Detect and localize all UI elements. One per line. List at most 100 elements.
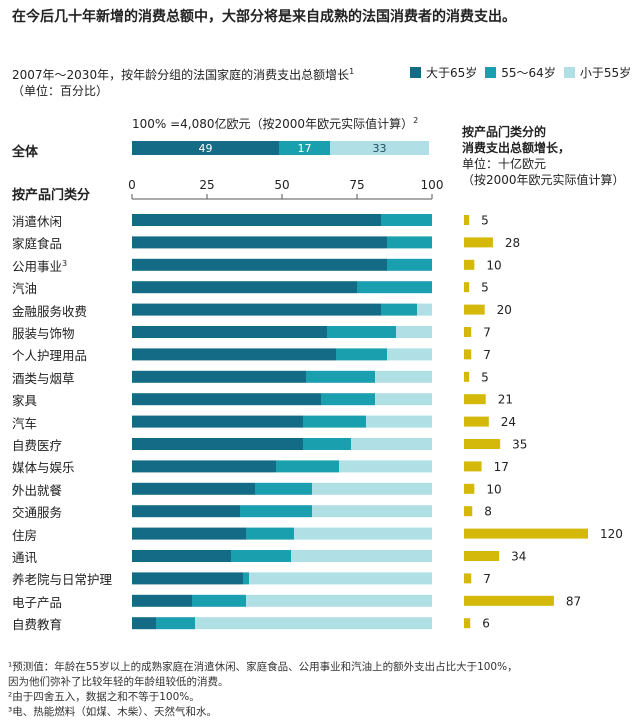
bar-segment xyxy=(132,594,192,607)
category-label: 媒体与娱乐 xyxy=(12,460,75,476)
bar-segment xyxy=(132,572,243,585)
growth-bar xyxy=(464,215,470,225)
growth-value-label: 28 xyxy=(505,236,520,250)
category-header: 按产品门类分 xyxy=(12,188,91,203)
growth-value-label: 34 xyxy=(511,550,526,564)
category-label: 外出就餐 xyxy=(12,482,63,498)
growth-value-label: 5 xyxy=(481,370,489,384)
growth-bar xyxy=(464,237,493,248)
legend-item-55-64: 55～64岁 xyxy=(485,64,556,81)
category-label: 家具 xyxy=(12,393,38,409)
bar-segment xyxy=(132,281,357,294)
growth-value-label: 17 xyxy=(494,460,509,474)
footnote-3: ³电、热能燃料（如煤、木柴）、天然气和水。 xyxy=(8,706,217,718)
growth-bar xyxy=(464,573,472,584)
bar-segment xyxy=(246,527,294,540)
category-label: 汽油 xyxy=(12,281,38,297)
category-label: 酒类与烟草 xyxy=(12,370,75,386)
subtitle-sup: 1 xyxy=(349,67,355,76)
growth-value-label: 6 xyxy=(482,617,490,631)
bar-segment xyxy=(132,258,387,271)
category-label: 消遣休闲 xyxy=(12,214,63,229)
bar-segment xyxy=(312,505,432,518)
category-label: 自费教育 xyxy=(12,617,63,633)
bar-segment xyxy=(387,236,432,249)
subtitle-line1: 2007年～2030年，按年龄分组的法国家庭的消费支出总额增长 xyxy=(12,68,350,82)
bar-segment xyxy=(327,326,396,338)
bar-segment xyxy=(240,505,312,518)
category-label-sup: 3 xyxy=(62,258,68,268)
growth-value-label: 20 xyxy=(497,303,512,317)
total-bar-value-label: 49 xyxy=(199,142,213,155)
total-base-text: 100% =4,080亿欧元（按2000年欧元实际值计算） xyxy=(132,117,414,131)
bar-segment xyxy=(276,460,339,473)
category-label: 交通服务 xyxy=(12,505,63,521)
bar-segment xyxy=(312,482,432,495)
bar-segment xyxy=(375,370,432,383)
legend: 大于65岁 55～64岁 小于55岁 xyxy=(410,64,631,81)
bar-segment xyxy=(366,415,432,428)
bar-segment xyxy=(132,303,381,316)
bar-segment xyxy=(132,326,327,338)
growth-bar xyxy=(464,483,475,494)
growth-value-label: 10 xyxy=(486,482,501,496)
legend-swatch-under55 xyxy=(563,67,575,78)
bar-segment xyxy=(195,617,432,630)
bar-segment xyxy=(336,348,387,361)
bar-segment xyxy=(132,482,255,495)
growth-value-label: 8 xyxy=(484,505,492,519)
bar-segment xyxy=(294,527,432,540)
growth-value-label: 7 xyxy=(483,326,491,340)
bar-segment xyxy=(132,527,246,540)
growth-bar xyxy=(464,551,500,561)
growth-bar xyxy=(464,371,470,382)
bar-segment xyxy=(303,415,366,428)
footnote-1: ¹预测值：年龄在55岁以上的成熟家庭在消遣休闲、家庭食品、公用事业和汽油上的额外… xyxy=(8,661,518,673)
growth-value-label: 7 xyxy=(483,572,491,586)
bar-segment xyxy=(192,594,246,607)
growth-value-label: 10 xyxy=(486,258,501,272)
growth-value-label: 24 xyxy=(501,415,516,429)
bar-segment xyxy=(132,393,321,406)
bar-segment xyxy=(132,438,303,450)
bar-segment xyxy=(132,348,336,361)
legend-swatch-over65 xyxy=(410,67,421,78)
bar-segment xyxy=(417,303,432,316)
bar-segment xyxy=(396,326,432,338)
growth-bar xyxy=(464,528,588,539)
bar-segment xyxy=(132,505,240,518)
x-tick-label: 25 xyxy=(199,178,214,192)
growth-bar xyxy=(464,394,486,405)
category-label: 电子产品 xyxy=(12,594,63,610)
bar-segment xyxy=(132,550,231,562)
category-label: 服装与饰物 xyxy=(12,326,75,341)
bar-segment xyxy=(255,482,312,495)
total-bar-value-label: 33 xyxy=(373,142,387,155)
subtitle-line2: （单位：百分比） xyxy=(12,84,109,98)
growth-bar xyxy=(464,349,472,360)
legend-item-under55: 小于55岁 xyxy=(563,64,631,81)
bar-segment xyxy=(351,438,432,450)
growth-bar xyxy=(464,327,472,337)
bar-segment xyxy=(246,594,432,607)
growth-value-label: 5 xyxy=(481,214,489,228)
category-label: 个人护理用品 xyxy=(12,348,88,364)
legend-label-over65: 大于65岁 xyxy=(426,66,478,80)
growth-value-label: 87 xyxy=(566,594,581,608)
growth-bar xyxy=(464,259,475,270)
category-label: 家庭食品 xyxy=(12,236,63,252)
bar-segment xyxy=(375,393,432,406)
growth-value-label: 7 xyxy=(483,348,491,362)
footnote-1-cont: 因为他们弥补了比较年轻的年龄组较低的消费。 xyxy=(8,676,229,688)
category-label: 自费医疗 xyxy=(12,438,63,453)
bar-segment xyxy=(387,348,432,361)
growth-value-label: 35 xyxy=(512,438,527,452)
category-label: 住房 xyxy=(12,527,38,543)
bar-segment xyxy=(243,572,249,585)
bar-segment xyxy=(132,370,306,383)
bar-segment xyxy=(303,438,351,450)
x-tick-label: 75 xyxy=(349,178,364,192)
growth-title-line3: 单位：十亿欧元 xyxy=(462,157,547,171)
x-tick-label: 0 xyxy=(128,178,136,192)
bar-segment xyxy=(156,617,195,630)
